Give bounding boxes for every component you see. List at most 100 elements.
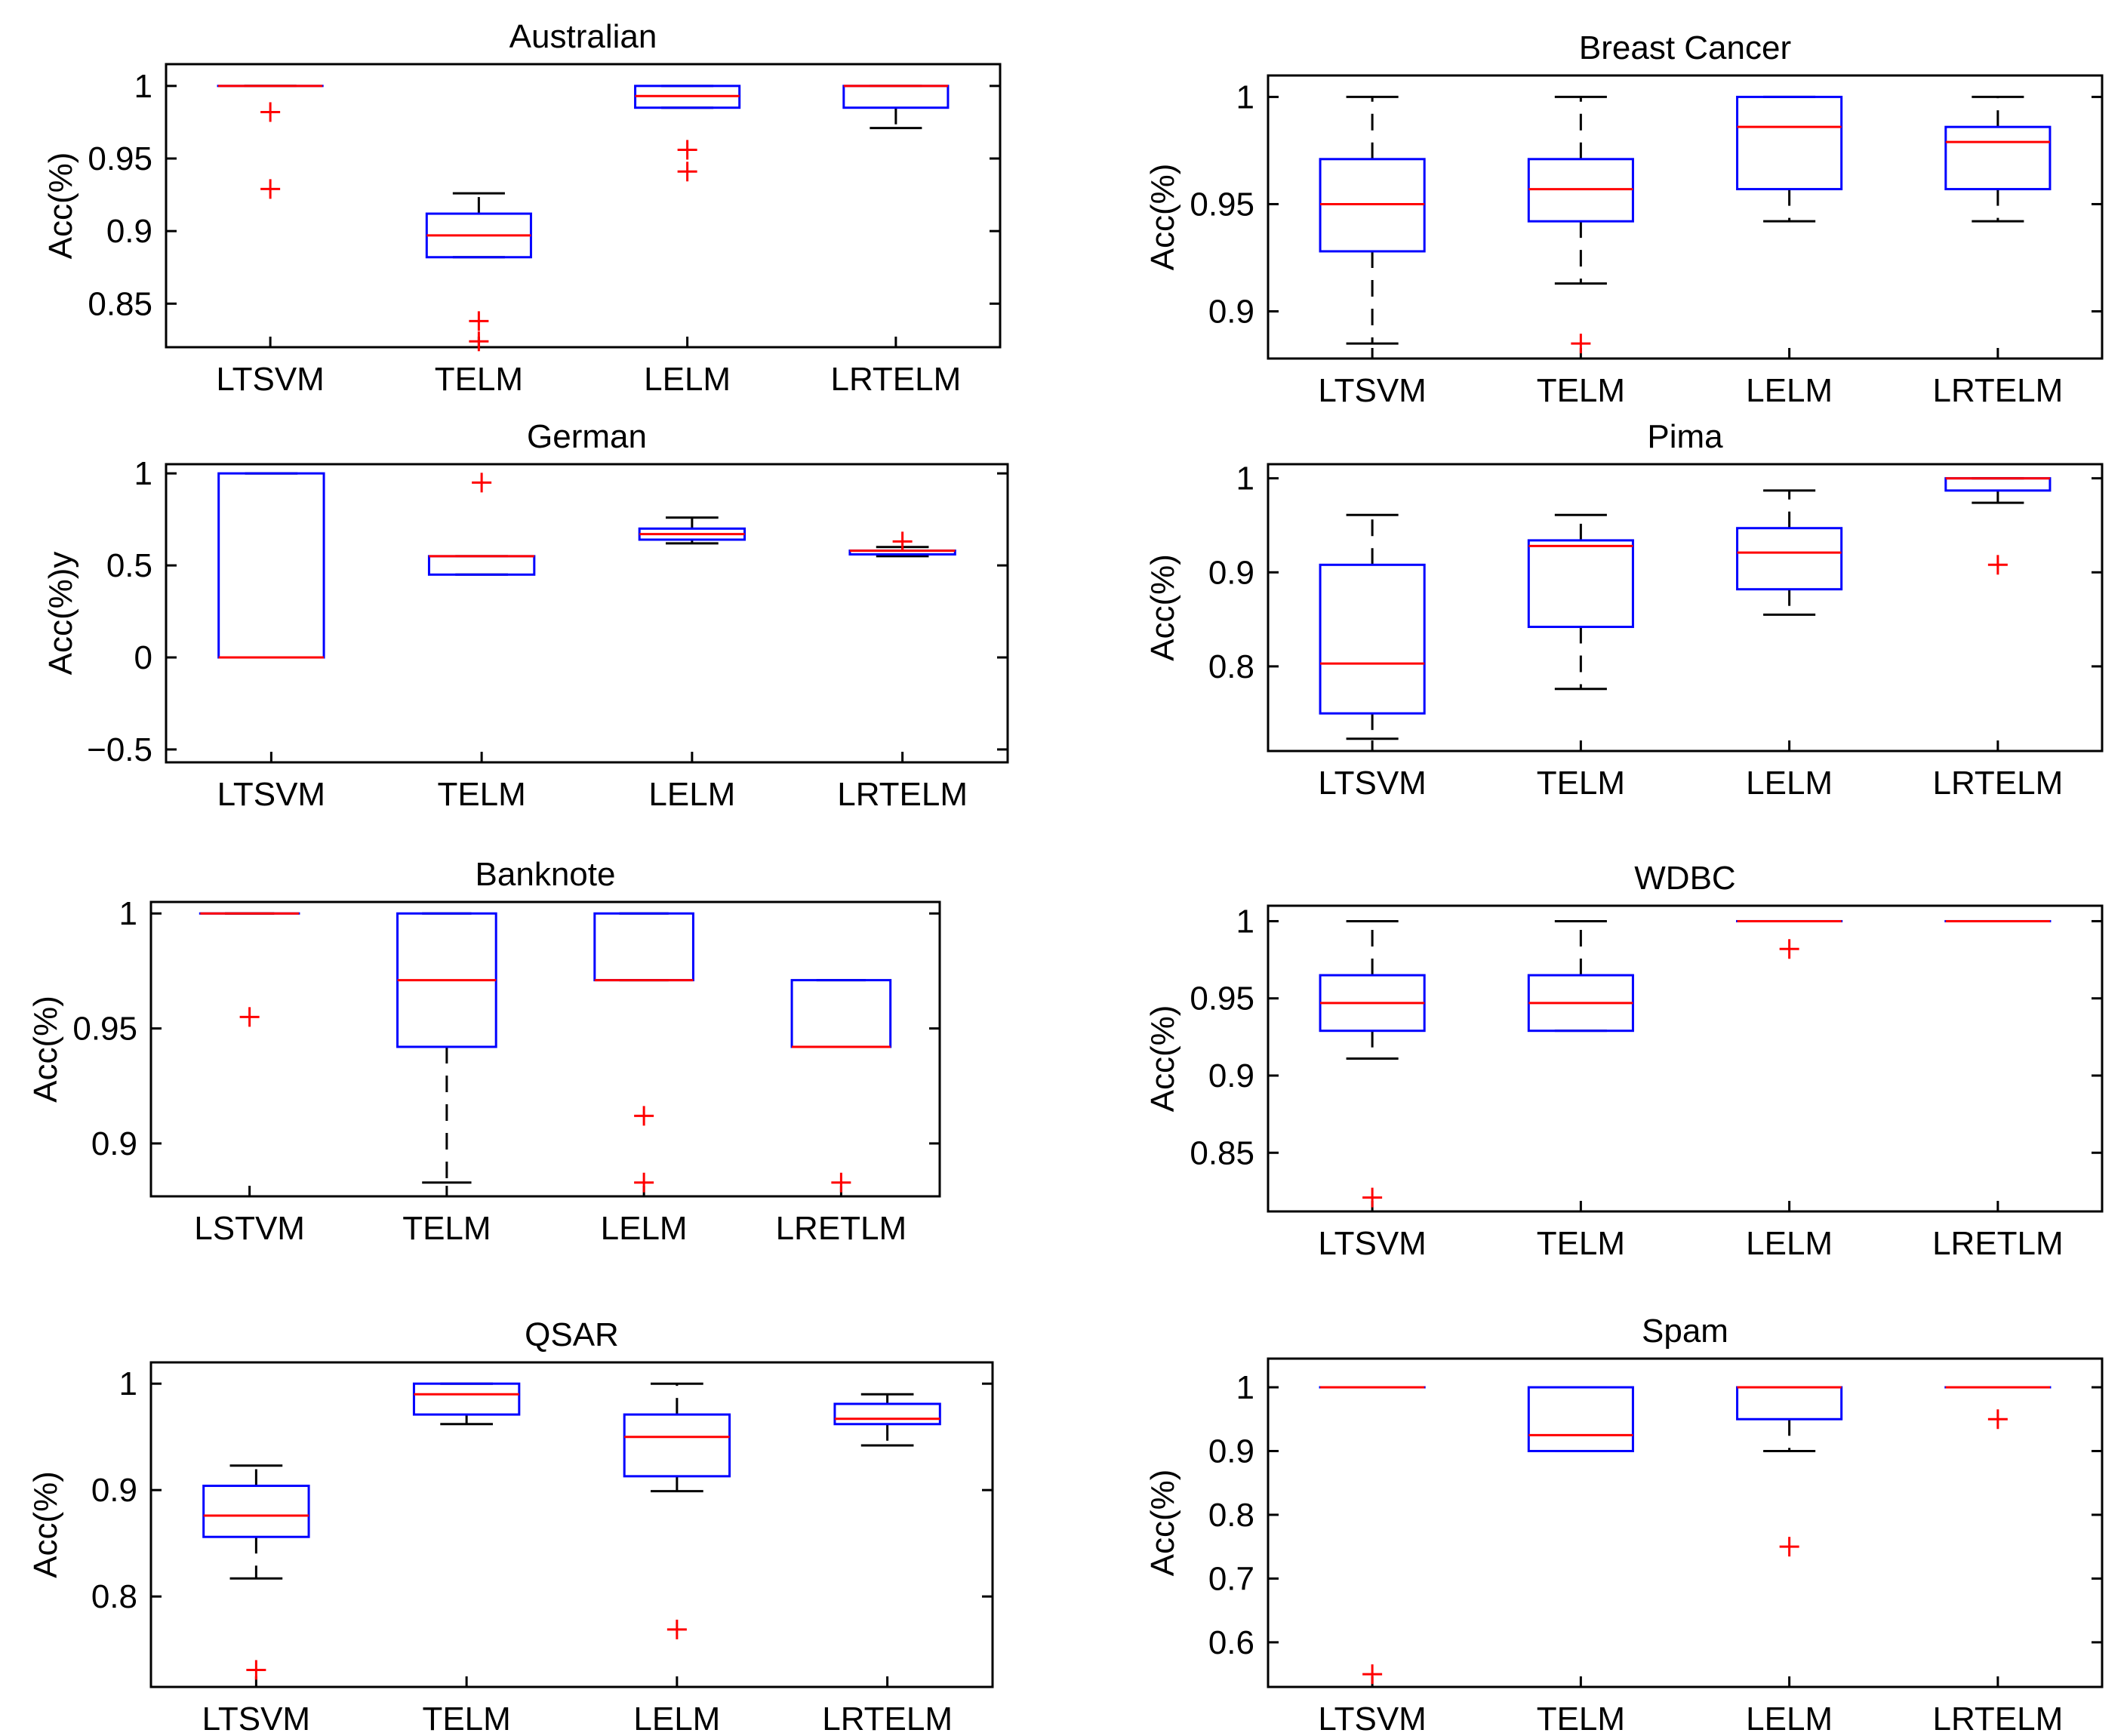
y-tick-label: 0	[134, 639, 152, 676]
iqr-box	[412, 1382, 521, 1416]
outlier-marker	[260, 102, 281, 122]
x-tick-label: LELM	[644, 361, 731, 398]
outlier-marker	[892, 531, 913, 552]
axes-frame	[1267, 904, 2104, 1213]
x-tick-label: TELM	[422, 1701, 510, 1736]
y-tick-label: −0.5	[87, 731, 152, 768]
x-tick-label: TELM	[402, 1210, 491, 1247]
y-tick-label: 1	[1236, 78, 1254, 115]
box-lelm	[1736, 919, 1843, 959]
x-tick-label: LELM	[1746, 765, 1833, 802]
axes-frame	[165, 463, 1009, 764]
iqr-box	[1736, 1386, 1843, 1421]
y-tick-label: 1	[1236, 460, 1254, 497]
x-tick-label: LTSVM	[217, 776, 325, 813]
x-tick-label: LELM	[1746, 372, 1833, 409]
box-telm	[1527, 95, 1634, 354]
y-tick-label: 0.95	[1190, 186, 1254, 223]
x-tick-label: LTSVM	[1318, 1701, 1426, 1736]
y-tick-label: 0.9	[1208, 1433, 1254, 1470]
x-tick-label: LRTELM	[822, 1701, 953, 1736]
x-tick-label: LTSVM	[202, 1701, 310, 1736]
y-tick-label: 1	[119, 895, 137, 932]
x-tick-label: LELM	[633, 1701, 720, 1736]
box-ltsvm	[1319, 95, 1426, 345]
x-tick-label: LRTELM	[830, 361, 961, 398]
panel-pima: Pima Acc(%) 0.8 0.9 1 LTSVM TELM LELM LRTELM	[1144, 418, 2104, 802]
iqr-box	[623, 1413, 731, 1478]
x-tick-label: TELM	[437, 776, 525, 813]
x-tick-label: LELM	[1746, 1225, 1833, 1262]
outlier-marker	[246, 1660, 266, 1680]
x-tick-label: TELM	[435, 361, 523, 398]
box-telm	[412, 1382, 521, 1426]
y-tick-label: 1	[119, 1365, 137, 1402]
outlier-marker	[1779, 1537, 1799, 1557]
outlier-marker	[1779, 939, 1799, 959]
box-ltsvm	[202, 1464, 310, 1680]
x-tick-label: LRTELM	[837, 776, 968, 813]
outlier-marker	[677, 140, 697, 160]
y-axis-label: Acc(%)	[27, 1471, 64, 1578]
y-tick-label: 0.8	[1208, 1497, 1254, 1534]
iqr-box	[593, 912, 694, 982]
axes-frame	[149, 900, 941, 1198]
panel-wdbc: WDBC Acc(%)0.85 0.9 0.95 1 LTSVM TELM LELM LRETL…	[1144, 860, 2104, 1262]
box-lelm	[1736, 489, 1843, 616]
iqr-box	[1527, 1386, 1634, 1452]
box-telm	[396, 912, 497, 1184]
panel-spam: Spam Acc(%) 0.6 0.7 0.8 0.9 1 LTSVM TELM LELM LRTE…	[1144, 1313, 2104, 1736]
x-tick-label: LELM	[1746, 1701, 1833, 1736]
chart-title: Banknote	[476, 856, 616, 893]
x-tick-label: LTSVM	[1318, 1225, 1426, 1262]
iqr-box	[833, 1402, 941, 1426]
box-ltsvm	[1319, 513, 1426, 740]
iqr-box	[202, 1485, 310, 1538]
outlier-marker	[1987, 555, 2008, 575]
y-tick-label: 0.95	[72, 1011, 137, 1048]
y-axis-label: Acc(%)	[1144, 1005, 1181, 1113]
outlier-marker	[469, 331, 489, 352]
y-tick-label: 1	[1236, 903, 1254, 940]
box-lelm	[593, 912, 694, 1193]
x-tick-label: LSTVM	[194, 1210, 305, 1247]
box-lelm	[1736, 1386, 1843, 1557]
outlier-marker	[634, 1106, 654, 1126]
y-axis-label: Acc(%)	[1144, 1470, 1181, 1577]
box-lrtelm	[842, 85, 950, 130]
y-tick-label: 0.9	[91, 1125, 137, 1162]
box-telm	[425, 192, 532, 352]
chart-title: QSAR	[525, 1316, 619, 1353]
iqr-box	[1736, 527, 1843, 591]
box-telm	[1527, 513, 1634, 691]
x-tick-label: TELM	[1537, 372, 1625, 409]
y-tick-label: 0.9	[106, 213, 152, 250]
y-tick-label: 0.8	[91, 1578, 137, 1615]
x-tick-label: LTSVM	[216, 361, 324, 398]
y-tick-label: 1	[1236, 1369, 1254, 1406]
y-axis-label: Acc(%)	[1144, 164, 1181, 271]
x-tick-label: LRETLM	[1932, 1225, 2064, 1262]
y-tick-label: 0.85	[88, 285, 152, 322]
outlier-marker	[239, 1007, 260, 1027]
outlier-marker	[469, 311, 489, 331]
x-tick-label: LTSVM	[1318, 765, 1426, 802]
box-telm	[427, 472, 536, 576]
outlier-marker	[260, 179, 281, 199]
outlier-marker	[472, 472, 492, 493]
y-tick-label: 0.7	[1208, 1560, 1254, 1597]
box-ltsvm	[217, 472, 325, 659]
y-tick-label: 0.5	[106, 547, 152, 584]
axes-frame	[165, 63, 1002, 349]
iqr-box	[1527, 539, 1634, 629]
y-axis-label: Acc(%)	[1144, 554, 1181, 661]
chart-title: Spam	[1642, 1313, 1728, 1350]
x-tick-label: TELM	[1537, 1225, 1625, 1262]
box-ltsvm	[217, 85, 324, 199]
outlier-marker	[1571, 334, 1591, 354]
box-lstvm	[199, 912, 300, 1027]
outlier-marker	[666, 1619, 687, 1639]
iqr-box	[1944, 125, 2052, 191]
box-lelm	[623, 1382, 731, 1639]
